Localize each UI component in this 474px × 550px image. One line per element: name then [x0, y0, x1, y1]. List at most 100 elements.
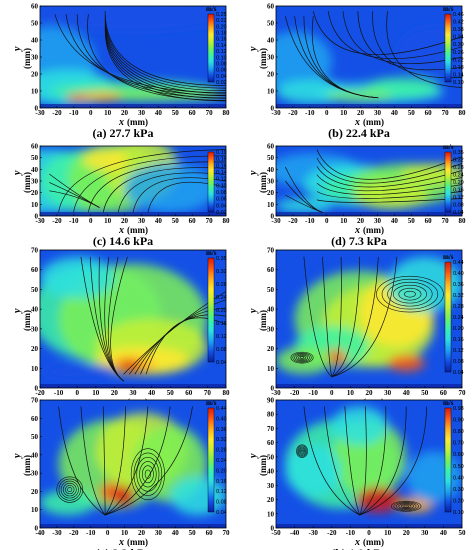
x-tick-label: -10 — [86, 529, 96, 537]
x-tick-label: 20 — [357, 109, 365, 117]
x-tick-label: 80 — [459, 109, 467, 117]
y-tick-label: 0 — [271, 105, 275, 113]
x-tick-label: 50 — [189, 529, 197, 537]
streamline — [331, 256, 379, 378]
y-tick-label: 40 — [31, 306, 39, 314]
x-tick-label: 30 — [138, 217, 146, 225]
colorbar-tick-label: 0.32 — [216, 437, 227, 443]
x-tick-label: 70 — [459, 389, 467, 397]
x-tick-label: -20 — [52, 109, 62, 117]
x-axis-unit: (mm) — [127, 537, 148, 547]
colorbar — [207, 407, 215, 513]
colorbar-tick-label: 0.30 — [453, 487, 464, 493]
x-tick-label: 60 — [425, 109, 433, 117]
streamline — [327, 11, 462, 59]
x-tick-label: 50 — [408, 217, 416, 225]
vortex-streamline — [65, 485, 75, 495]
panel-caption: (a) 27.7 kPa — [93, 126, 154, 140]
streamline — [359, 406, 428, 516]
x-tick-label: -10 — [69, 217, 79, 225]
vortex-streamline — [403, 505, 409, 508]
vortex-streamline — [136, 456, 160, 492]
streamline — [316, 174, 462, 192]
x-tick-label: 70 — [204, 389, 212, 397]
colorbar-tick-label: 0.12 — [216, 49, 227, 55]
x-tick-label: 50 — [408, 109, 416, 117]
streamline — [303, 406, 360, 516]
colorbar-tick-label: 0.40 — [216, 416, 227, 422]
x-tick-label: 60 — [189, 217, 197, 225]
x-tick-label: -40 — [290, 529, 300, 537]
x-tick-label: 10 — [121, 529, 129, 537]
x-tick-label: 70 — [442, 109, 450, 117]
colorbar-tick-label: 0.60 — [453, 452, 464, 458]
colorbar-tick-label: 0.10 — [453, 80, 464, 86]
colorbar-tick-label: 0.10 — [216, 183, 227, 189]
streamline — [104, 11, 226, 86]
y-tick-label: 40 — [267, 166, 275, 174]
x-tick-label: -30 — [309, 529, 319, 537]
streamline — [322, 256, 333, 378]
panel-caption: (d) 7.3 kPa — [331, 234, 387, 248]
colorbar-tick-label: 0.38 — [453, 27, 464, 33]
y-axis-label: y — [248, 46, 259, 52]
vortex-streamline — [299, 448, 305, 454]
streamline — [386, 11, 462, 88]
y-axis-label: y — [248, 308, 259, 314]
y-tick-label: 60 — [31, 266, 39, 274]
panel-caption: (b) 22.4 kPa — [328, 126, 390, 140]
colorbar-tick-label: 0.30 — [453, 42, 464, 48]
x-axis-label: x — [354, 117, 360, 128]
y-tick-label: 30 — [267, 325, 275, 333]
vortex-streamline — [400, 504, 412, 509]
x-tick-label: 20 — [403, 529, 411, 537]
y-tick-label: 80 — [267, 411, 275, 419]
colorbar — [444, 151, 452, 213]
y-tick-label: 30 — [31, 325, 39, 333]
y-tick-label: 40 — [31, 451, 39, 459]
x-tick-label: 70 — [223, 529, 231, 537]
streamline — [117, 172, 226, 213]
colorbar-tick-label: 0.06 — [216, 68, 227, 74]
x-tick-label: 50 — [459, 529, 467, 537]
y-tick-label: 10 — [31, 88, 39, 96]
y-tick-label: 0 — [35, 105, 39, 113]
x-tick-label: 60 — [185, 389, 193, 397]
y-axis-unit: (mm) — [258, 455, 268, 476]
y-tick-label: 10 — [31, 201, 39, 209]
x-axis-unit: (mm) — [127, 117, 148, 127]
colorbar-unit: m/s — [443, 399, 454, 407]
colorbar-tick-label: 0.04 — [216, 203, 227, 209]
colorbar-tick-label: 0.12 — [453, 348, 464, 354]
vortex-streamline — [398, 287, 422, 301]
x-tick-label: -30 — [271, 389, 281, 397]
streamline — [316, 191, 462, 199]
streamline — [359, 406, 407, 516]
colorbar-tick-label: 0.32 — [453, 158, 464, 164]
x-tick-label: 0 — [89, 217, 93, 225]
vortex-streamline — [130, 448, 165, 501]
x-tick-label: 50 — [421, 389, 429, 397]
y-tick-label: 30 — [31, 470, 39, 478]
colorbar-tick-label: 0.24 — [216, 458, 227, 464]
x-tick-label: -20 — [52, 217, 62, 225]
x-tick-label: 10 — [104, 109, 112, 117]
colorbar-tick-label: 0.35 — [453, 150, 464, 156]
y-tick-label: 40 — [267, 468, 275, 476]
x-tick-label: 10 — [384, 529, 392, 537]
streamline — [359, 406, 367, 516]
x-tick-label: -10 — [69, 109, 79, 117]
colorbar-tick-label: 0.16 — [216, 321, 227, 327]
x-tick-label: 80 — [223, 217, 231, 225]
x-axis-label: x — [118, 537, 124, 548]
y-tick-label: 50 — [31, 433, 39, 441]
vortex-streamline — [299, 356, 305, 359]
x-tick-label: -30 — [271, 109, 281, 117]
y-axis-label: y — [12, 308, 23, 314]
colorbar-tick-label: 0.24 — [216, 295, 227, 301]
x-tick-label: 40 — [172, 529, 180, 537]
streamline — [80, 406, 106, 516]
colorbar-tick-label: 0.18 — [216, 31, 227, 37]
y-tick-label: 50 — [267, 453, 275, 461]
plot-frame — [39, 399, 227, 529]
